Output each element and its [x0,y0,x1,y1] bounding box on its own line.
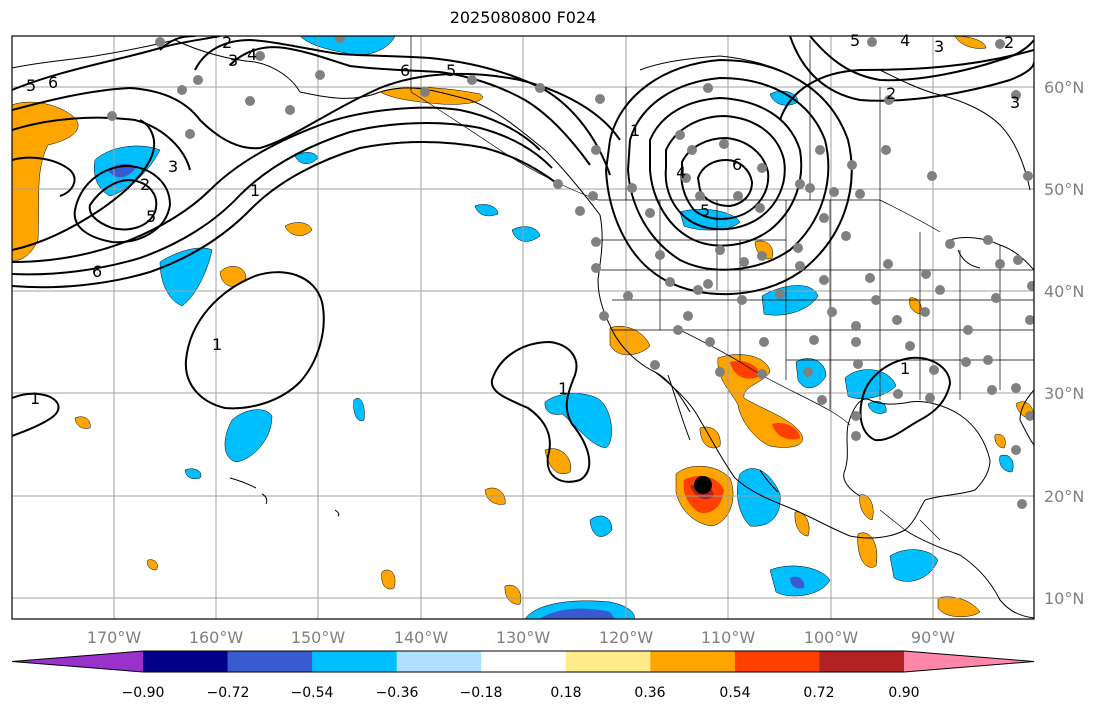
contour-label: 5 [850,31,860,50]
colorbar-bin [650,651,736,672]
contour-label: 6 [400,61,410,80]
lat-label-20n: 20°N [1044,487,1084,506]
colorbar-tick-label: 0.72 [803,685,834,701]
contour-label: 4 [900,31,910,50]
contour-label: 4 [676,163,686,182]
colorbar-tick-label: −0.36 [376,685,419,701]
colorbar-tick-label: −0.72 [207,685,250,701]
lon-label-110w: 110°W [701,628,756,647]
contour-label: 5 [26,76,36,95]
colorbar-tick-label: 0.90 [888,685,919,701]
contour-label: 3 [934,37,944,56]
contour-label: 1 [630,121,640,140]
lon-label-90w: 90°W [911,628,955,647]
colorbar-bin [565,651,651,672]
graticule [12,36,1034,619]
contour-label: 1 [212,335,222,354]
contour-label: 2 [1004,33,1014,52]
contour-label: 1 [250,181,260,200]
colorbar-bin [904,651,1034,672]
political-borders [410,36,1034,541]
colorbar-tick-labels: −0.90 −0.72 −0.54 −0.36 −0.18 0.18 0.36 … [122,685,920,701]
lat-label-60n: 60°N [1044,78,1084,97]
lat-label-10n: 10°N [1044,589,1084,608]
colorbar-bin [143,651,229,672]
lon-label-170w: 170°W [87,628,142,647]
colorbar [11,650,1035,673]
contour-label: 1 [900,359,910,378]
contour-label: 1 [558,379,568,398]
lon-label-120w: 120°W [599,628,654,647]
contour-label: 4 [247,45,257,64]
lon-label-150w: 150°W [291,628,346,647]
colorbar-tick-label: −0.54 [291,685,334,701]
contour-label: 3 [228,51,238,70]
lon-label-160w: 160°W [189,628,244,647]
station-dots [107,36,1034,509]
contour-label: 6 [48,73,58,92]
colorbar-tick-label: 0.36 [634,685,665,701]
contour-label: 3 [168,157,178,176]
storm-center-marker [694,476,712,494]
colorbar-tick-label: −0.90 [122,685,165,701]
contour-label: 2 [140,175,150,194]
contour-label: 5 [446,61,456,80]
colorbar-bin [734,651,820,672]
longitude-axis-labels: 170°W 160°W 150°W 140°W 130°W 120°W 110°… [87,628,955,647]
colorbar-outline [11,650,1035,673]
colorbar-bin [227,651,313,672]
colorbar-bin [312,651,398,672]
contour-label: 2 [886,84,896,103]
contour-label: 1 [30,389,40,408]
colorbar-tick-label: 0.54 [719,685,750,701]
colorbar-bin [12,651,143,672]
colorbar-tick-label: −0.18 [460,685,503,701]
lat-label-50n: 50°N [1044,180,1084,199]
colorbar-bin [396,651,482,672]
latitude-axis-labels: 60°N 50°N 40°N 30°N 20°N 10°N [1044,78,1084,608]
lon-label-140w: 140°W [394,628,449,647]
map-plot-area [12,36,1034,619]
lon-label-130w: 130°W [496,628,551,647]
map-title: 2025080800 F024 [449,8,597,27]
contour-lines [12,36,1034,483]
colorbar-bin [819,651,905,672]
colorbar-bin [481,651,567,672]
contour-label: 3 [1010,93,1020,112]
coastlines [12,39,1034,619]
contour-label: 2 [222,33,232,52]
lat-label-40n: 40°N [1044,282,1084,301]
contour-label: 5 [146,207,156,226]
contour-value-labels: 2 3 4 5 6 5 6 5 4 3 2 1 6 5 4 3 2 1 5 6 … [26,31,1020,408]
lat-label-30n: 30°N [1044,384,1084,403]
contour-label: 5 [700,201,710,220]
lon-label-100w: 100°W [804,628,859,647]
colorbar-tick-label: 0.18 [550,685,581,701]
map-frame [11,35,1035,620]
contour-label: 6 [92,262,102,281]
contour-label: 6 [732,155,742,174]
